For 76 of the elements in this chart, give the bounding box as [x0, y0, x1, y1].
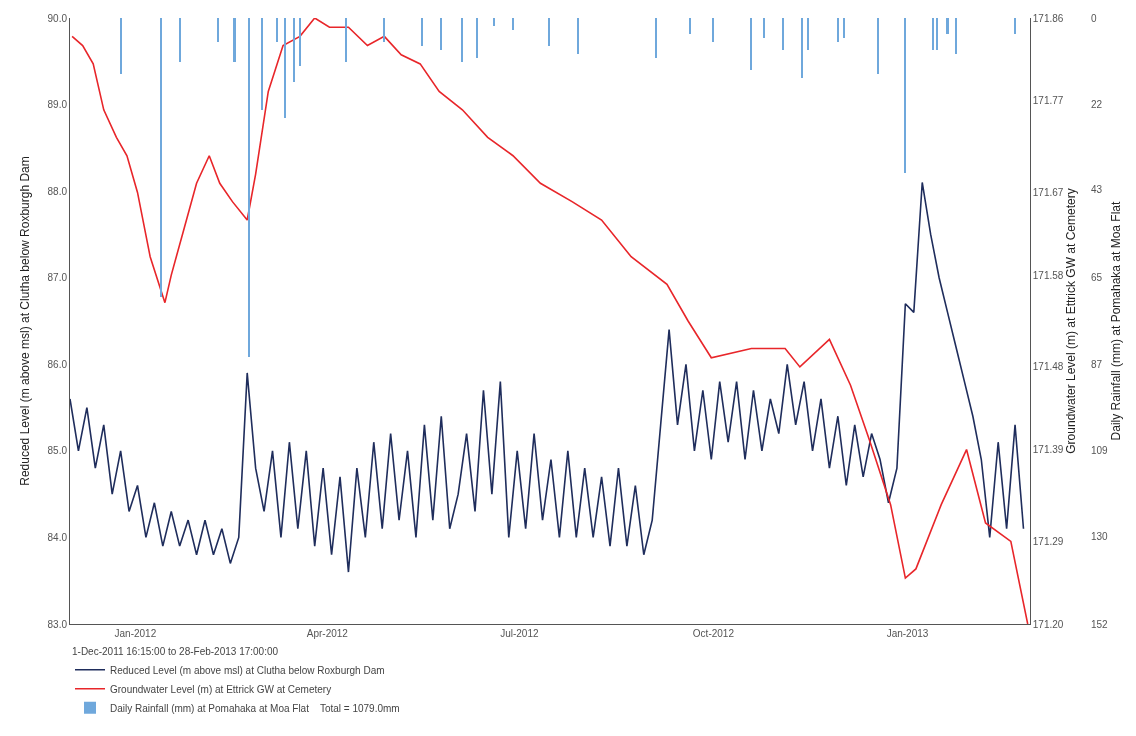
- bar: [655, 18, 657, 58]
- bar: [904, 18, 906, 173]
- bar: [461, 18, 463, 62]
- bar: [512, 18, 514, 30]
- bar: [160, 18, 162, 297]
- y-tick-label: 89.0: [47, 99, 68, 111]
- bar: [345, 18, 347, 62]
- bar: [284, 18, 286, 118]
- y2-tick-label: 171.48: [1032, 361, 1064, 373]
- bar: [712, 18, 714, 42]
- bar: [476, 18, 478, 58]
- y2-tick-label: 171.77: [1032, 95, 1064, 107]
- bar: [276, 18, 278, 42]
- y-tick-label: 84.0: [47, 531, 68, 543]
- bar: [577, 18, 579, 54]
- bar: [877, 18, 879, 74]
- bar: [932, 18, 934, 50]
- bar: [293, 18, 295, 82]
- bar: [440, 18, 442, 50]
- bar: [299, 18, 301, 66]
- x-tick-label: Jan-2013: [886, 628, 929, 639]
- bar: [248, 18, 250, 357]
- legend-label: Groundwater Level (m) at Ettrick GW at Cemetery: [110, 683, 332, 695]
- y-tick-label: 85.0: [47, 445, 68, 457]
- bar: [750, 18, 752, 70]
- bar: [1014, 18, 1016, 34]
- y3-tick-label: 65: [1091, 271, 1103, 283]
- y2-tick-label: 171.29: [1032, 535, 1064, 547]
- bar: [782, 18, 784, 50]
- bar: [955, 18, 957, 54]
- x-tick-label: Apr-2012: [306, 628, 349, 639]
- y-tick-label: 83.0: [47, 618, 68, 630]
- y3-tick-label: 0: [1091, 12, 1097, 24]
- y-tick-label: 86.0: [47, 358, 68, 370]
- y-axis-title: Reduced Level (m above msl) at Clutha below Roxburgh Dam: [17, 156, 32, 486]
- legend-label: Reduced Level (m above msl) at Clutha below Roxburgh Dam: [110, 664, 385, 676]
- y3-tick-label: 22: [1091, 99, 1103, 111]
- y2-tick-label: 171.20: [1032, 618, 1064, 630]
- legend-title: 1-Dec-2011 16:15:00 to 28-Feb-2013 17:00:00: [72, 646, 279, 658]
- bar: [120, 18, 122, 74]
- y2-tick-label: 171.58: [1032, 269, 1064, 281]
- bar: [843, 18, 845, 38]
- y2-tick-label: 171.86: [1032, 12, 1064, 24]
- y2-axis-title: Groundwater Level (m) at Ettrick GW at Cemetery: [1063, 188, 1078, 454]
- x-tick-label: Oct-2012: [692, 628, 735, 639]
- bar: [837, 18, 839, 42]
- bar: [689, 18, 691, 34]
- y2-tick-label: 171.67: [1032, 186, 1064, 198]
- bar: [936, 18, 938, 50]
- y-tick-label: 87.0: [47, 272, 68, 284]
- y3-tick-label: 87: [1091, 359, 1103, 371]
- bar: [801, 18, 803, 78]
- bar: [383, 18, 385, 42]
- bar: [217, 18, 219, 42]
- y3-axis-title: Daily Rainfall (mm) at Pomahaka at Moa Flat: [1109, 200, 1124, 441]
- bar: [421, 18, 423, 46]
- x-tick-label: Jan-2012: [114, 628, 157, 639]
- legend-label: Daily Rainfall (mm) at Pomahaka at Moa Flat Total = 1079.0mm: [110, 702, 400, 714]
- y3-tick-label: 109: [1091, 445, 1109, 457]
- bar: [261, 18, 263, 110]
- bar: [807, 18, 809, 50]
- x-tick-label: Jul-2012: [500, 628, 539, 639]
- y3-tick-label: 152: [1091, 618, 1109, 630]
- line-series: [70, 181, 1025, 573]
- y2-tick-label: 171.39: [1032, 444, 1064, 456]
- y3-tick-label: 130: [1091, 530, 1109, 542]
- bar: [946, 18, 949, 34]
- bar: [233, 18, 236, 62]
- y3-tick-label: 43: [1091, 183, 1103, 195]
- line-series: [71, 18, 1029, 624]
- bar: [493, 18, 495, 26]
- y-tick-label: 90.0: [47, 12, 68, 24]
- y-tick-label: 88.0: [47, 185, 68, 197]
- bar: [179, 18, 181, 62]
- bar: [763, 18, 765, 38]
- bar: [548, 18, 550, 46]
